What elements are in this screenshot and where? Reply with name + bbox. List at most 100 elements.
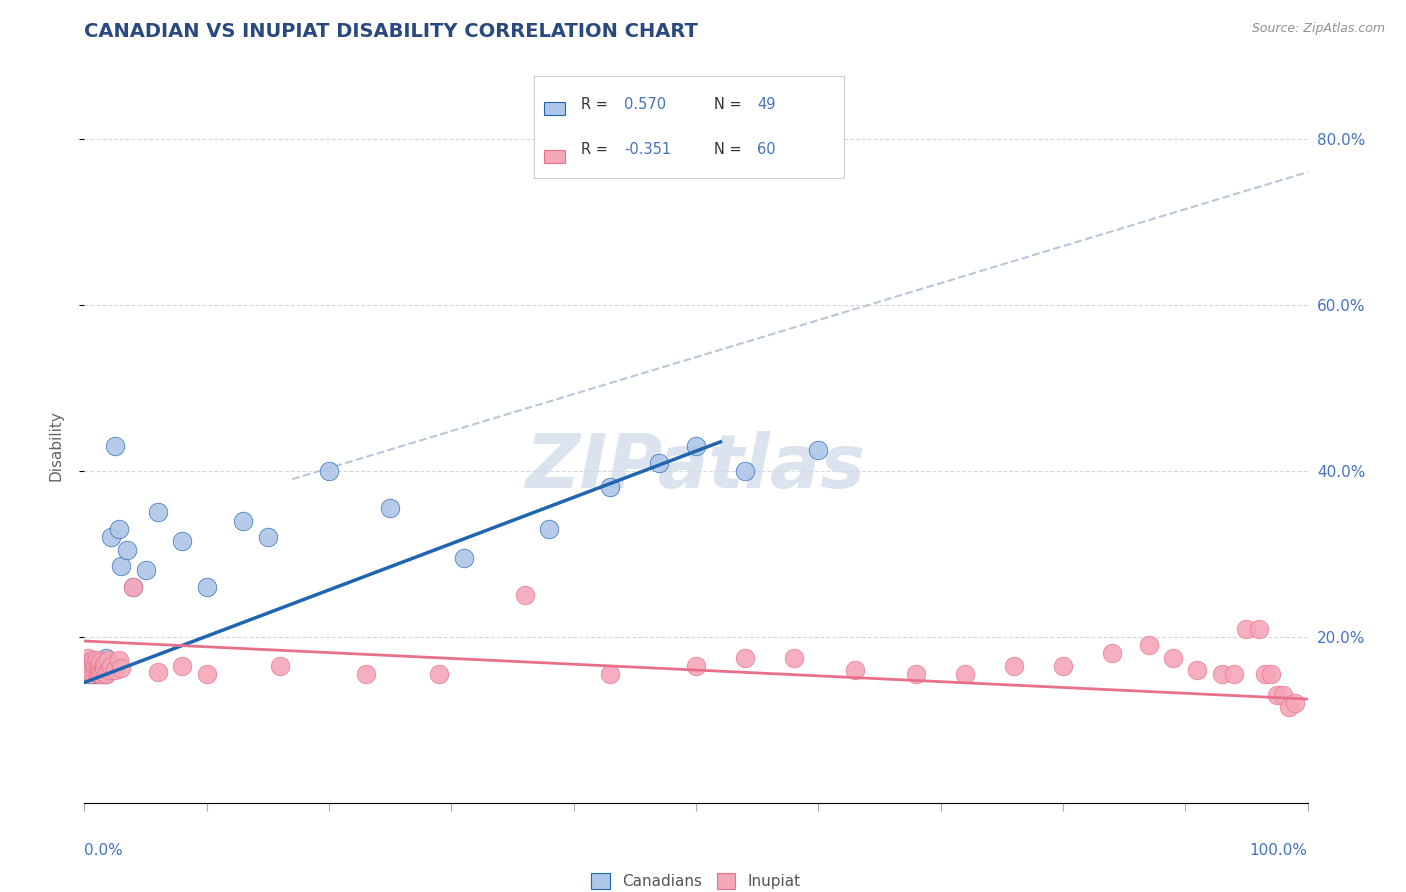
Point: [83, 665, 105, 679]
Point: [146, 665, 169, 679]
Y-axis label: Disability: Disability: [49, 410, 63, 482]
Text: N =: N =: [714, 97, 741, 112]
Point: [89, 655, 111, 669]
Point: [91, 659, 114, 673]
Point: [513, 588, 536, 602]
Text: 0.0%: 0.0%: [84, 843, 124, 858]
Text: CANADIAN VS INUPIAT DISABILITY CORRELATION CHART: CANADIAN VS INUPIAT DISABILITY CORRELATI…: [84, 22, 699, 41]
Point: [97, 657, 120, 671]
Point: [77, 665, 100, 679]
Point: [648, 456, 671, 470]
Point: [1260, 667, 1282, 681]
Point: [82, 653, 104, 667]
Point: [1223, 667, 1246, 681]
Point: [91, 663, 114, 677]
Point: [77, 661, 100, 675]
Point: [104, 663, 127, 677]
Point: [146, 505, 169, 519]
Bar: [544, 150, 565, 163]
Point: [318, 464, 340, 478]
Point: [1137, 638, 1160, 652]
Point: [97, 663, 120, 677]
Point: [94, 657, 117, 671]
Point: [80, 661, 103, 675]
Point: [807, 443, 830, 458]
Point: [79, 667, 101, 681]
Point: [734, 650, 756, 665]
Point: [93, 667, 115, 681]
Point: [1161, 650, 1184, 665]
Point: [86, 660, 108, 674]
Point: [80, 660, 103, 674]
Point: [1101, 647, 1123, 661]
Point: [354, 667, 377, 681]
Point: [80, 665, 103, 679]
Text: ZIPatlas: ZIPatlas: [526, 431, 866, 504]
Point: [90, 667, 112, 681]
Point: [84, 659, 107, 673]
Point: [87, 655, 110, 669]
Point: [380, 501, 402, 516]
Point: [427, 667, 450, 681]
Point: [122, 580, 145, 594]
Legend: Canadians, Inupiat: Canadians, Inupiat: [585, 867, 807, 892]
Point: [905, 667, 928, 681]
Point: [783, 650, 806, 665]
Text: R =: R =: [581, 142, 607, 157]
Point: [87, 665, 110, 679]
Point: [599, 481, 621, 495]
Point: [195, 667, 218, 681]
Point: [599, 667, 621, 681]
Text: N =: N =: [714, 142, 741, 157]
Point: [100, 659, 122, 673]
Point: [89, 665, 111, 679]
Point: [1284, 696, 1306, 710]
Point: [110, 660, 132, 674]
Point: [83, 657, 105, 671]
Point: [107, 653, 129, 667]
Point: [122, 580, 145, 594]
Point: [86, 653, 108, 667]
Point: [86, 667, 108, 681]
Text: 100.0%: 100.0%: [1250, 843, 1308, 858]
Point: [232, 514, 254, 528]
Bar: [544, 102, 565, 115]
Point: [87, 659, 110, 673]
Point: [84, 655, 107, 669]
Point: [79, 660, 101, 674]
Point: [538, 522, 561, 536]
Point: [269, 659, 291, 673]
Point: [107, 522, 129, 536]
Point: [1211, 667, 1233, 681]
Point: [1265, 688, 1288, 702]
Point: [1254, 667, 1277, 681]
Point: [79, 663, 101, 677]
Point: [1002, 659, 1025, 673]
Point: [80, 667, 103, 681]
Point: [87, 667, 110, 681]
Point: [97, 653, 120, 667]
Point: [195, 580, 218, 594]
Point: [93, 661, 115, 675]
Point: [1278, 700, 1301, 714]
Point: [94, 657, 117, 671]
Text: 0.570: 0.570: [624, 97, 666, 112]
Point: [91, 660, 114, 674]
Point: [1272, 688, 1295, 702]
Point: [86, 665, 108, 679]
Point: [135, 564, 157, 578]
Point: [97, 661, 120, 675]
Point: [79, 655, 101, 669]
Point: [93, 653, 115, 667]
Point: [115, 542, 138, 557]
Point: [110, 559, 132, 574]
Point: [91, 665, 114, 679]
Point: [844, 663, 866, 677]
Point: [96, 667, 118, 681]
Point: [953, 667, 976, 681]
Point: [734, 464, 756, 478]
Point: [453, 551, 475, 566]
Point: [89, 661, 111, 675]
Point: [1247, 622, 1270, 636]
Point: [87, 660, 110, 674]
